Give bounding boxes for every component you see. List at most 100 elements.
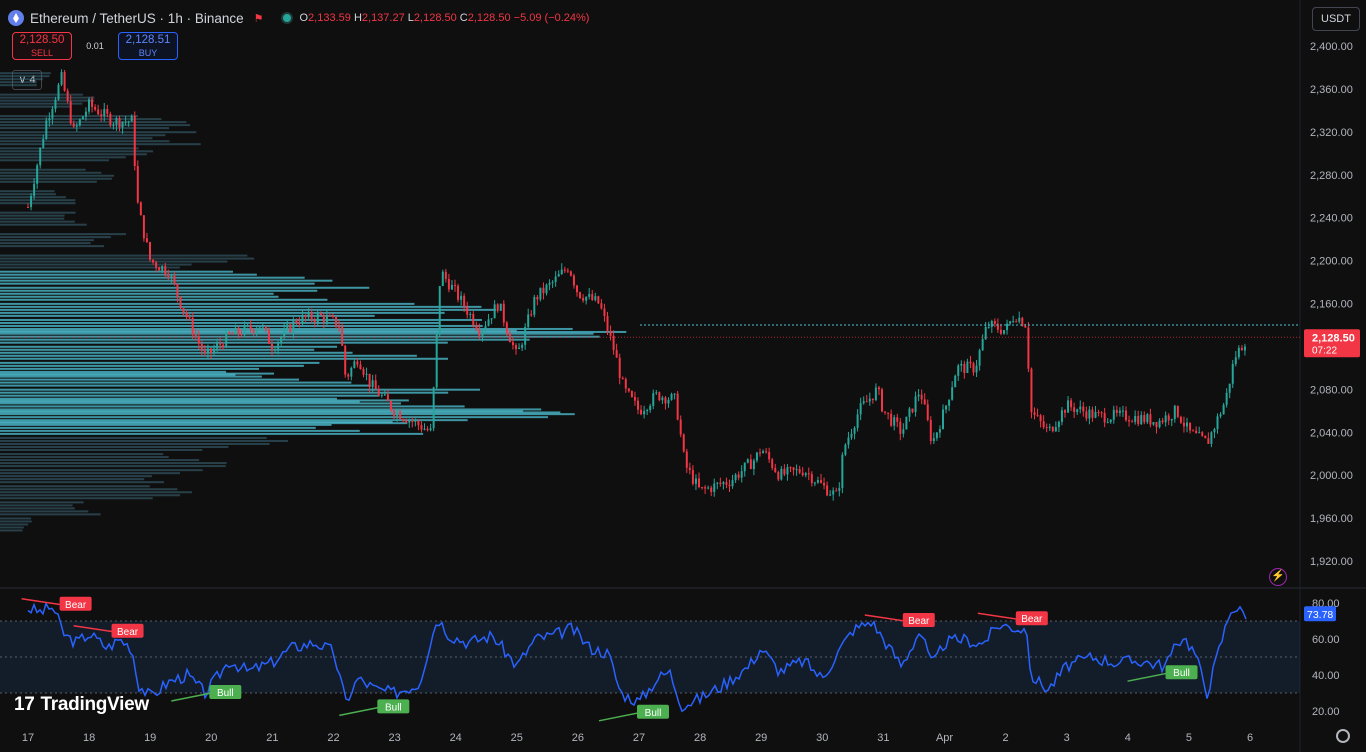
candle-body (1201, 432, 1204, 436)
candle-body (877, 387, 880, 390)
settings-gear-icon[interactable] (1336, 729, 1350, 743)
candle-body (325, 315, 328, 323)
candle-body (1155, 422, 1158, 428)
candle-body (527, 314, 530, 327)
candle-body (1082, 406, 1085, 412)
candle-body (1158, 420, 1161, 428)
candle-body (975, 365, 978, 373)
candle-body (411, 420, 414, 422)
candle-body (603, 308, 606, 317)
candle-body (707, 487, 710, 489)
candle-body (548, 282, 551, 285)
candle-body (353, 361, 356, 368)
volume-profile-bar (0, 448, 203, 451)
candle-body (1198, 432, 1201, 434)
volume-profile-bar (0, 276, 305, 279)
candle-body (649, 405, 652, 411)
candle-body (981, 339, 984, 351)
candle-body (957, 365, 960, 376)
candle-body (91, 99, 94, 108)
divergence-label: Bear (117, 627, 139, 638)
divergence-line (171, 692, 212, 702)
candle-body (862, 401, 865, 404)
volume-profile-bar (0, 442, 270, 445)
candle-body (1189, 422, 1192, 431)
volume-profile-bar (0, 465, 226, 468)
candle-body (1042, 421, 1045, 428)
candle-body (908, 408, 911, 417)
candle-body (267, 329, 270, 344)
divergence-badge (902, 613, 935, 627)
candle-body (905, 416, 908, 430)
candle-body (237, 327, 240, 335)
candle-body (194, 334, 197, 337)
currency-selector[interactable]: USDT (1312, 7, 1360, 31)
candle-body (417, 420, 420, 426)
candle-body (694, 478, 697, 484)
divergence-badge (377, 699, 410, 714)
high-value: 2,137.27 (361, 12, 405, 24)
candle-body (405, 420, 408, 423)
candle-body (149, 242, 151, 260)
candle-body (33, 183, 36, 196)
price-tick-label: 2,040.00 (1310, 427, 1353, 439)
candle-body (938, 429, 941, 433)
candle-body (618, 357, 621, 379)
divergence-badge (59, 596, 92, 611)
countdown-label: 07:22 (1312, 345, 1337, 356)
lightning-icon[interactable]: ⚡ (1269, 568, 1287, 586)
volume-profile-bar (0, 124, 191, 127)
volume-profile-bar (0, 321, 440, 324)
volume-profile-bar (0, 517, 32, 520)
candle-body (94, 107, 97, 110)
candle-body (1094, 411, 1097, 418)
candle-body (530, 314, 533, 316)
sell-button[interactable]: 2,128.50 SELL (12, 32, 72, 60)
candle-body (365, 373, 368, 375)
time-tick-label: 23 (388, 732, 400, 744)
candle-body (746, 459, 749, 463)
price-tick-label: 2,400.00 (1310, 41, 1353, 53)
candle-body (731, 480, 734, 487)
volume-profile-bar (0, 501, 84, 504)
candle-body (942, 409, 944, 430)
candle-body (1213, 429, 1216, 433)
candle-body (978, 350, 981, 366)
volume-profile-bar (0, 420, 393, 423)
buy-button[interactable]: 2,128.51 BUY (118, 32, 178, 60)
candle-body (1060, 410, 1063, 422)
candle-body (100, 114, 103, 116)
volume-profile-bar (0, 335, 600, 338)
volume-profile-bar (0, 384, 371, 387)
candle-body (667, 399, 670, 404)
trade-panel: 2,128.50 SELL 0.01 2,128.51 BUY (12, 32, 178, 60)
candle-body (484, 325, 487, 331)
candle-body (289, 324, 292, 333)
candle-body (155, 262, 158, 268)
flag-icon[interactable]: ⚑ (253, 12, 264, 25)
candle-body (103, 108, 106, 116)
volume-profile-bar (0, 279, 333, 282)
volume-profile-bar (0, 405, 465, 408)
candle-body (545, 284, 548, 294)
candle-body (1243, 346, 1246, 351)
volume-profile-bar (0, 286, 370, 289)
candle-body (829, 494, 832, 496)
candle-body (1064, 410, 1066, 413)
candle-body (255, 329, 258, 333)
volume-profile-bar (0, 168, 86, 171)
candle-body (356, 361, 359, 365)
candle-body (1112, 409, 1115, 420)
candle-body (835, 490, 838, 492)
price-tick-label: 2,200.00 (1310, 256, 1353, 268)
candle-body (624, 379, 627, 389)
candle-body (704, 487, 707, 489)
candle-body (88, 99, 90, 112)
divergence-badge (111, 623, 144, 638)
price-tick-label: 2,000.00 (1310, 470, 1353, 482)
divergence-line (864, 614, 905, 622)
candle-body (646, 410, 649, 412)
candle-body (222, 344, 225, 348)
symbol-title[interactable]: Ethereum / TetherUS · 1h · Binance (30, 10, 244, 26)
